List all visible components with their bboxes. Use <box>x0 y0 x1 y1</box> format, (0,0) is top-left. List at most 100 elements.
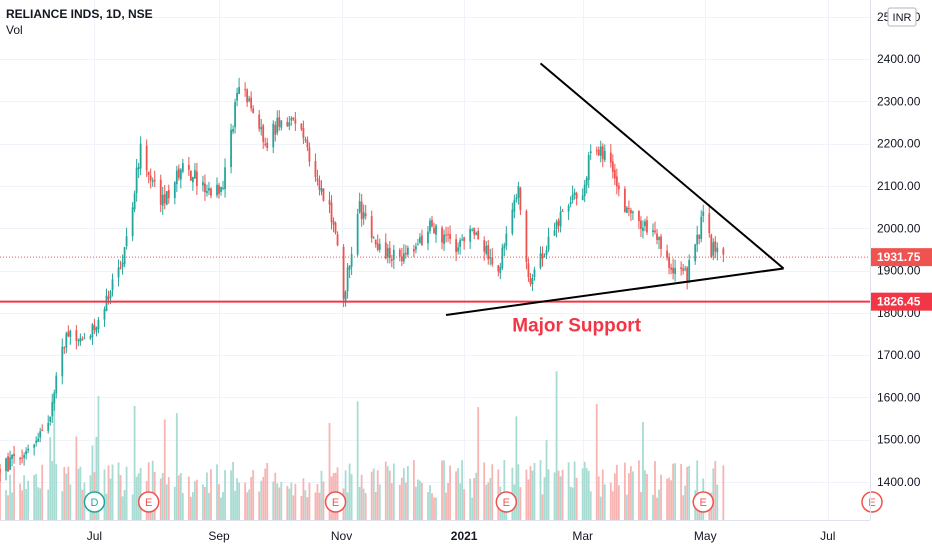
candle[interactable] <box>272 120 275 154</box>
candle[interactable] <box>475 231 478 236</box>
candle[interactable] <box>266 137 269 152</box>
candle[interactable] <box>658 236 660 250</box>
candle[interactable] <box>557 218 560 233</box>
candle[interactable] <box>473 227 476 240</box>
candle[interactable] <box>449 225 451 244</box>
candle[interactable] <box>390 254 393 268</box>
candle[interactable] <box>320 180 323 196</box>
candle[interactable] <box>505 226 508 251</box>
candle[interactable] <box>0 463 1 482</box>
candle[interactable] <box>77 338 80 347</box>
candle[interactable] <box>177 164 180 181</box>
candle[interactable] <box>47 415 50 434</box>
candle[interactable] <box>230 123 232 174</box>
candle[interactable] <box>485 241 488 256</box>
candle[interactable] <box>23 452 26 466</box>
candle[interactable] <box>370 210 373 243</box>
candle[interactable] <box>529 272 532 287</box>
candle[interactable] <box>429 217 431 235</box>
candle[interactable] <box>483 236 486 261</box>
candle[interactable] <box>304 136 307 143</box>
candle[interactable] <box>680 261 683 276</box>
candle[interactable] <box>290 116 293 126</box>
candle[interactable] <box>224 158 226 198</box>
candle[interactable] <box>314 153 317 182</box>
candle[interactable] <box>55 371 58 399</box>
candle[interactable] <box>91 323 94 345</box>
candle[interactable] <box>527 258 530 282</box>
candle[interactable] <box>11 454 13 467</box>
candle[interactable] <box>541 246 544 267</box>
candle[interactable] <box>280 120 283 131</box>
candle[interactable] <box>684 265 687 272</box>
candle[interactable] <box>517 181 520 205</box>
candle[interactable] <box>264 137 267 147</box>
candle[interactable] <box>332 217 335 233</box>
candle[interactable] <box>189 170 192 181</box>
candle[interactable] <box>83 332 86 340</box>
candle[interactable] <box>374 239 377 248</box>
candle[interactable] <box>274 121 277 142</box>
candle[interactable] <box>597 146 600 157</box>
candle[interactable] <box>67 325 70 338</box>
candle[interactable] <box>336 231 339 247</box>
candle[interactable] <box>625 205 628 214</box>
candle[interactable] <box>294 111 297 131</box>
candle[interactable] <box>644 218 646 232</box>
symbol-title[interactable]: RELIANCE INDS, 1D, NSE <box>6 7 153 21</box>
event-marker[interactable]: E <box>495 491 518 513</box>
candle[interactable] <box>79 333 82 346</box>
candle[interactable] <box>417 238 419 246</box>
candle[interactable] <box>75 325 78 350</box>
candle[interactable] <box>666 244 668 261</box>
candle[interactable] <box>95 326 98 337</box>
candle[interactable] <box>149 168 152 189</box>
candle[interactable] <box>165 190 168 206</box>
candle[interactable] <box>51 393 54 423</box>
candle[interactable] <box>360 193 363 227</box>
candle[interactable] <box>611 154 614 179</box>
candle[interactable] <box>623 186 626 213</box>
candle[interactable] <box>246 88 249 107</box>
candle[interactable] <box>125 227 128 250</box>
candle[interactable] <box>435 223 437 243</box>
candle[interactable] <box>511 202 514 236</box>
candle[interactable] <box>348 265 351 279</box>
candle[interactable] <box>455 234 458 262</box>
candle[interactable] <box>376 234 379 252</box>
candle[interactable] <box>553 222 556 236</box>
candle[interactable] <box>35 436 38 447</box>
event-marker[interactable]: E <box>692 491 714 513</box>
candle[interactable] <box>117 259 120 287</box>
candle[interactable] <box>262 123 265 149</box>
candle[interactable] <box>344 290 347 307</box>
candle[interactable] <box>617 182 620 197</box>
candle[interactable] <box>208 181 210 196</box>
candle[interactable] <box>204 174 206 201</box>
candle[interactable] <box>161 186 164 215</box>
candle[interactable] <box>65 331 68 354</box>
candle[interactable] <box>123 246 126 268</box>
candle[interactable] <box>163 184 166 210</box>
event-marker[interactable]: E <box>324 491 347 513</box>
candle[interactable] <box>599 140 602 163</box>
candle[interactable] <box>27 444 30 454</box>
candle[interactable] <box>206 184 208 197</box>
candle[interactable] <box>97 316 100 334</box>
candle[interactable] <box>121 254 124 275</box>
candle[interactable] <box>236 87 238 107</box>
candle[interactable] <box>722 246 725 263</box>
candle[interactable] <box>252 105 255 114</box>
candle[interactable] <box>406 245 409 257</box>
candle[interactable] <box>415 242 417 254</box>
candle[interactable] <box>89 334 92 340</box>
candle[interactable] <box>346 263 349 299</box>
candle[interactable] <box>276 110 279 136</box>
candle[interactable] <box>151 177 154 187</box>
candle[interactable] <box>179 168 182 189</box>
candle[interactable] <box>525 209 528 270</box>
candle[interactable] <box>543 253 546 258</box>
candle[interactable] <box>378 238 381 253</box>
candle[interactable] <box>278 110 281 131</box>
candle[interactable] <box>9 450 11 471</box>
